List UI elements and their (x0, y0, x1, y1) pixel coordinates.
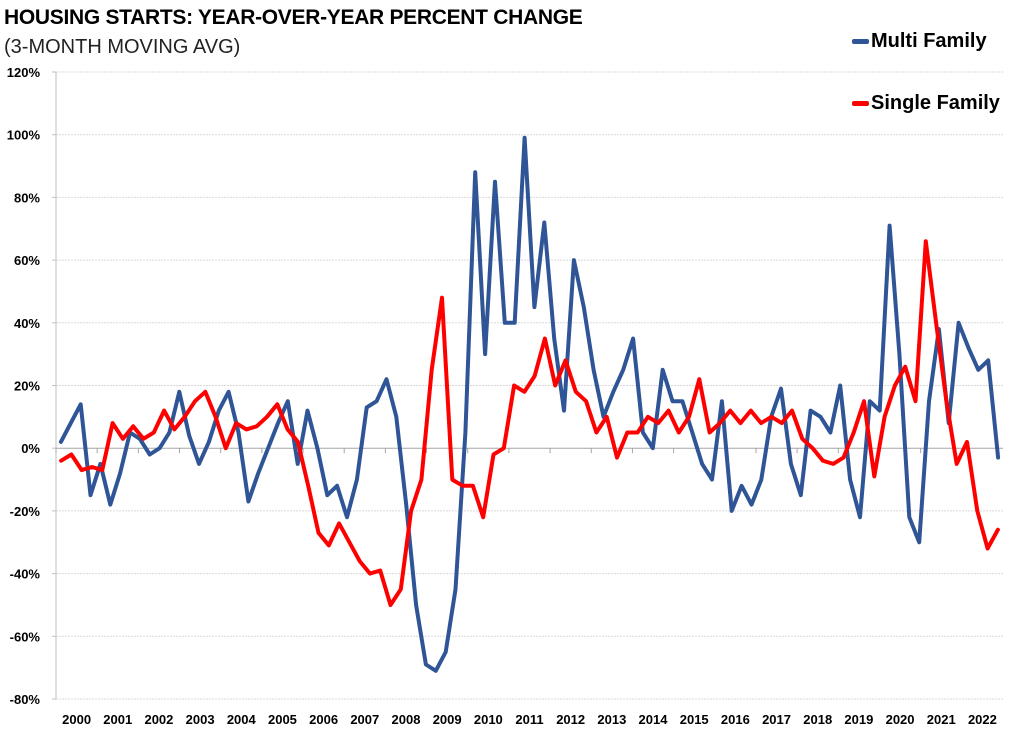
legend-swatch-multi-family (852, 39, 869, 44)
x-tick-label: 2013 (597, 712, 626, 727)
x-tick-label: 2011 (515, 712, 543, 727)
legend-item-single-family: Single Family (852, 92, 1000, 115)
x-tick-label: 2018 (803, 712, 832, 727)
x-tick-label: 2015 (680, 712, 709, 727)
x-tick-label: 2021 (927, 712, 956, 727)
y-tick-label: 120% (7, 65, 41, 80)
y-tick-label: 100% (7, 128, 41, 143)
x-tick-label: 2003 (186, 712, 215, 727)
x-tick-label: 2004 (227, 712, 257, 727)
x-tick-label: 2019 (844, 712, 873, 727)
x-tick-label: 2005 (268, 712, 297, 727)
x-tick-label: 2002 (144, 712, 173, 727)
x-tick-label: 2022 (968, 712, 997, 727)
y-tick-label: -60% (10, 629, 41, 644)
y-tick-label: 0% (21, 441, 40, 456)
legend-label-multi-family: Multi Family (871, 30, 987, 52)
y-tick-label: -40% (10, 567, 41, 582)
gridlines (56, 71, 1003, 700)
x-tick-label: 2016 (721, 712, 750, 727)
chart-title: HOUSING STARTS: YEAR-OVER-YEAR PERCENT C… (4, 6, 583, 29)
x-tick-label: 2014 (639, 712, 669, 727)
y-tick-label: 60% (14, 253, 40, 268)
y-axis: 120% 100% 80% 60% 40% 20% 0% -20% -40% -60% -80% (7, 65, 57, 707)
series-line-multi-family (58, 135, 1001, 673)
y-tick-label: 80% (14, 190, 40, 205)
x-tick-label: 2012 (556, 712, 585, 727)
x-tick-label: 2006 (309, 712, 338, 727)
y-tick-label: 20% (14, 379, 40, 394)
x-tick-label: 2008 (392, 712, 421, 727)
legend-label-single-family: Single Family (871, 92, 1000, 114)
chart-subtitle: (3-MONTH MOVING AVG) (4, 36, 241, 58)
x-tick-label: 2001 (103, 712, 132, 727)
legend-item-multi-family: Multi Family (852, 30, 987, 53)
legend-swatch-single-family (852, 101, 869, 106)
x-tick-label: 2020 (886, 712, 915, 727)
x-tick-label: 2000 (62, 712, 91, 727)
y-tick-label: 40% (14, 316, 40, 331)
series-line-single-family (59, 239, 1000, 607)
y-tick-label: -80% (10, 692, 41, 707)
x-tick-label: 2010 (474, 712, 503, 727)
x-tick-label: 2017 (762, 712, 791, 727)
x-tick-label: 2007 (350, 712, 379, 727)
series-lines (58, 135, 1001, 673)
x-tick-label: 2009 (433, 712, 462, 727)
y-tick-label: -20% (10, 504, 41, 519)
